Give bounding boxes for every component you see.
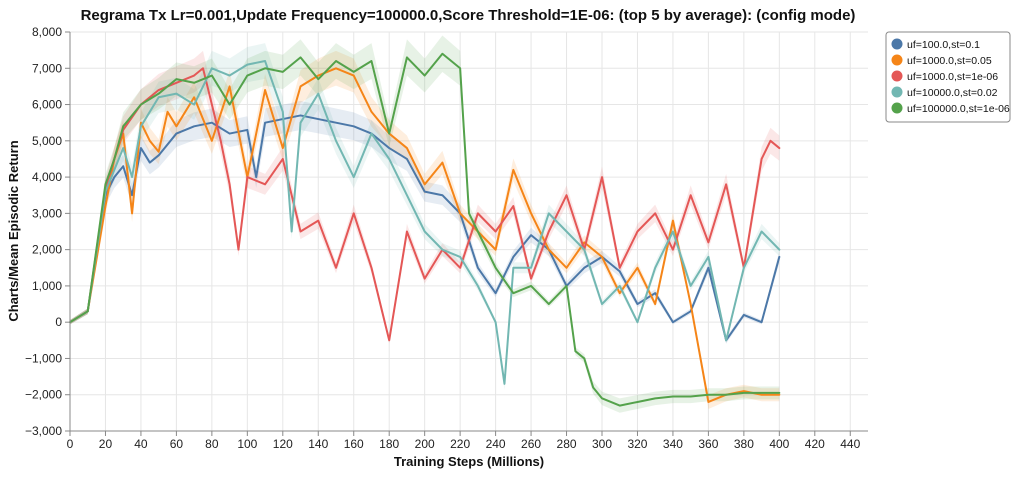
- y-tick-label: 4,000: [32, 170, 62, 184]
- y-tick-label: −2,000: [25, 388, 62, 402]
- y-tick-label: 8,000: [32, 25, 62, 39]
- x-tick-label: 220: [450, 437, 470, 451]
- x-tick-label: 40: [134, 437, 148, 451]
- x-tick-label: 60: [170, 437, 184, 451]
- y-axis-title: Charts/Mean Episodic Return: [6, 140, 21, 321]
- x-tick-label: 280: [557, 437, 577, 451]
- x-tick-label: 240: [486, 437, 506, 451]
- legend-swatch: [891, 38, 903, 50]
- y-tick-label: 6,000: [32, 98, 62, 112]
- x-tick-label: 200: [415, 437, 435, 451]
- y-tick-label: 7,000: [32, 61, 62, 75]
- y-tick-label: −3,000: [25, 424, 62, 438]
- series-line-1: [69, 114, 781, 342]
- x-tick-label: 180: [379, 437, 399, 451]
- x-tick-label: 400: [769, 437, 789, 451]
- legend-label: uf=1000.0,st=1e-06: [907, 71, 998, 83]
- legend-label: uf=100.0,st=0.1: [907, 39, 980, 51]
- x-tick-label: 140: [308, 437, 328, 451]
- legend-swatch: [891, 86, 903, 98]
- legend-label: uf=1000.0,st=0.05: [907, 55, 992, 67]
- legend-swatch: [891, 70, 903, 82]
- legend: uf=100.0,st=0.1 uf=1000.0,st=0.05 uf=1000.…: [885, 31, 1011, 123]
- y-tick-label: 2,000: [32, 243, 62, 257]
- x-tick-label: 440: [840, 437, 860, 451]
- x-tick-label: 260: [521, 437, 541, 451]
- legend-label: uf=10000.0,st=0.02: [907, 87, 998, 99]
- x-tick-label: 420: [805, 437, 825, 451]
- series-lines: [69, 52, 781, 407]
- legend-box: [885, 31, 1011, 123]
- y-tick-label: 0: [55, 315, 62, 329]
- x-tick-label: 320: [627, 437, 647, 451]
- legend-label: uf=100000.0,st=1e-06: [907, 103, 1010, 115]
- x-tick-label: 340: [663, 437, 683, 451]
- x-tick-label: 80: [205, 437, 219, 451]
- chart-title: Regrama Tx Lr=0.001,Update Frequency=100…: [81, 7, 856, 24]
- x-tick-label: 100: [237, 437, 257, 451]
- axes: 0 20 40 60 80 100 120 140 160 180 200 220 240 260 280 3…: [25, 25, 868, 451]
- legend-swatch: [891, 102, 903, 114]
- series-line-5: [69, 52, 781, 407]
- x-tick-label: 160: [344, 437, 364, 451]
- series-line-4: [69, 60, 781, 385]
- x-tick-label: 120: [273, 437, 293, 451]
- x-tick-label: 300: [592, 437, 612, 451]
- x-tick-label: 20: [99, 437, 113, 451]
- y-tick-label: −1,000: [25, 351, 62, 365]
- legend-swatch: [891, 54, 903, 66]
- x-axis-title: Training Steps (Millions): [394, 454, 544, 469]
- y-tick-label: 5,000: [32, 134, 62, 148]
- series-line-3: [69, 67, 781, 342]
- y-tick-label: 3,000: [32, 206, 62, 220]
- y-tick-label: 1,000: [32, 279, 62, 293]
- x-tick-label: 360: [698, 437, 718, 451]
- x-tick-label: 0: [67, 437, 74, 451]
- x-tick-label: 380: [734, 437, 754, 451]
